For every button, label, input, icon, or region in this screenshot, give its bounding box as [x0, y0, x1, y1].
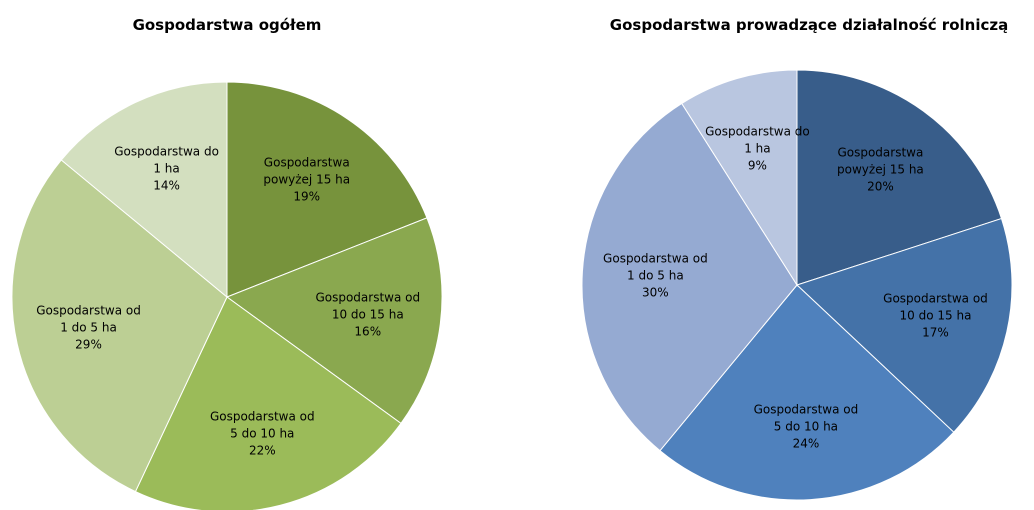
slice-value: 24% — [792, 436, 820, 451]
slice-value: 22% — [248, 443, 276, 458]
pie-slice — [11, 159, 228, 493]
slice-value: 9% — [747, 158, 767, 173]
slice-label: Gospodarstwa od 10 do 15 ha 16% — [312, 289, 424, 340]
pie-slice — [581, 102, 798, 452]
pie-slice — [681, 69, 798, 287]
slice-label: Gospodarstwa powyżej 15 ha 20% — [824, 145, 936, 196]
slice-label: Gospodarstwa od 5 do 10 ha 22% — [206, 409, 318, 460]
slice-category: Gospodarstwa do 1 ha — [114, 144, 219, 176]
chart-title: Gospodarstwa ogółem — [132, 16, 322, 34]
slice-value: 16% — [354, 324, 382, 339]
slice-label: Gospodarstwa od 5 do 10 ha 24% — [750, 401, 862, 452]
slice-category: Gospodarstwa od 5 do 10 ha — [753, 402, 859, 434]
pie-slice — [226, 81, 428, 298]
slice-label: Gospodarstwa do 1 ha 9% — [701, 123, 813, 174]
slice-label: Gospodarstwa od 1 do 5 ha 29% — [33, 302, 145, 353]
slice-category: Gospodarstwa powyżej 15 ha — [837, 145, 924, 177]
slice-category: Gospodarstwa od 5 do 10 ha — [209, 409, 315, 441]
pie-slice — [659, 284, 955, 501]
slice-category: Gospodarstwa powyżej 15 ha — [263, 155, 351, 187]
slice-value: 19% — [293, 189, 321, 204]
pie-slice — [796, 217, 1013, 433]
pie-slice — [225, 217, 443, 425]
slice-label: Gospodarstwa do 1 ha 14% — [111, 143, 223, 194]
chart-title: Gospodarstwa prowadzące działalność roln… — [609, 16, 1009, 34]
slice-value: 29% — [75, 337, 102, 352]
pie-slice — [796, 69, 1003, 286]
pie-slice — [60, 81, 228, 299]
pie-slice — [134, 296, 402, 510]
slice-label: Gospodarstwa od 1 do 5 ha 30% — [599, 251, 711, 302]
slice-value: 14% — [153, 178, 180, 193]
slice-label: Gospodarstwa powyżej 15 ha 19% — [251, 154, 363, 205]
slice-value: 30% — [642, 285, 669, 300]
slice-category: Gospodarstwa od 10 do 15 ha — [883, 291, 988, 323]
slice-label: Gospodarstwa od 10 do 15 ha 17% — [879, 290, 991, 341]
slice-category: Gospodarstwa od 1 do 5 ha — [36, 303, 141, 335]
slice-value: 17% — [922, 325, 949, 340]
slice-category: Gospodarstwa od 10 do 15 ha — [315, 290, 421, 322]
slice-category: Gospodarstwa od 1 do 5 ha — [603, 251, 708, 283]
slice-value: 20% — [867, 179, 894, 194]
slice-category: Gospodarstwa do 1 ha — [705, 124, 810, 156]
